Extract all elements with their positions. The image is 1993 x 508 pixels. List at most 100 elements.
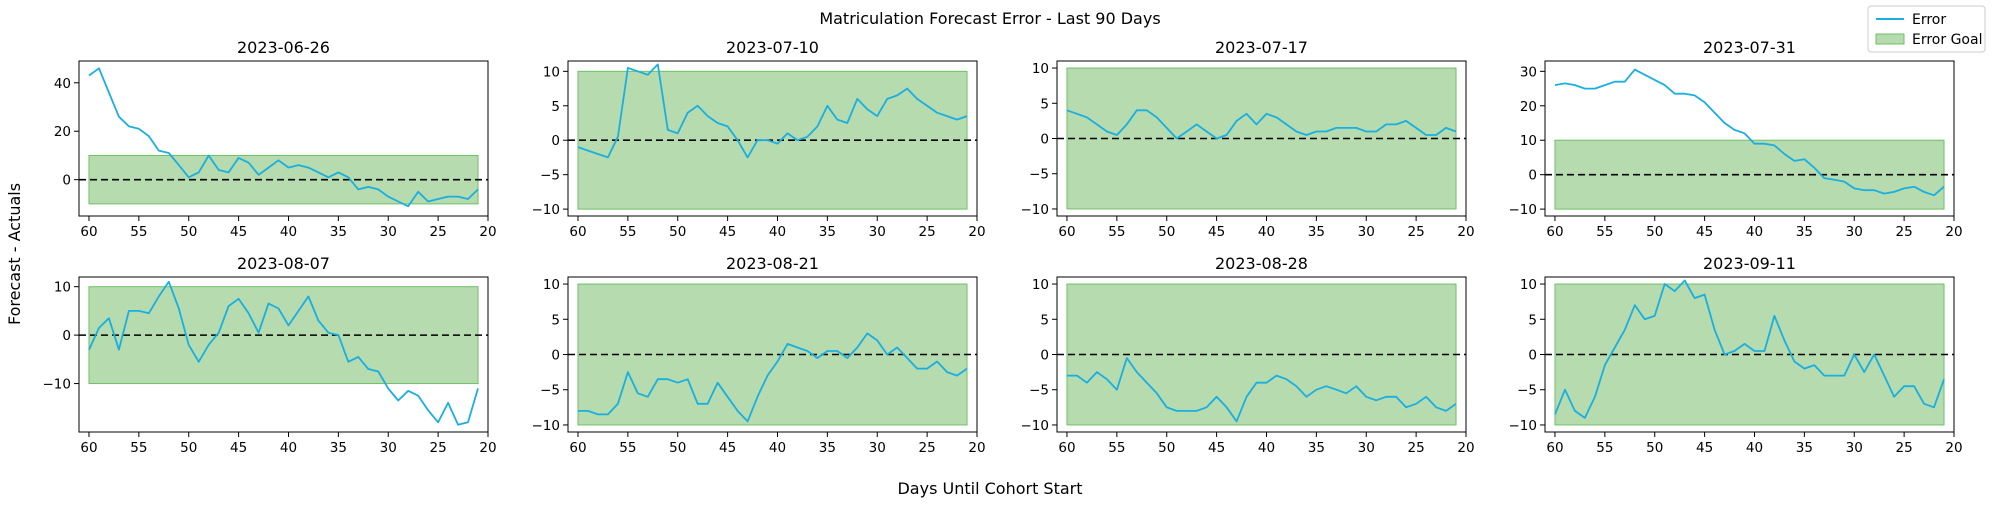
x-tick-label: 45 <box>719 440 736 456</box>
x-tick-label: 60 <box>1546 224 1563 240</box>
x-tick-label: 40 <box>769 440 786 456</box>
y-tick-label: −10 <box>532 418 561 434</box>
x-tick-label: 45 <box>1208 224 1225 240</box>
x-tick-label: 50 <box>1158 440 1175 456</box>
error-series-line <box>88 67 479 208</box>
x-tick-label: 55 <box>1596 224 1613 240</box>
x-tick-label: 35 <box>1796 440 1813 456</box>
plot-frame <box>1544 60 1955 217</box>
y-tick-label: 0 <box>1528 168 1537 184</box>
x-tick-label: 60 <box>569 224 586 240</box>
x-tick-label: 60 <box>80 224 97 240</box>
subplot-title: 2023-08-28 <box>1215 254 1308 273</box>
x-tick-label: 30 <box>1358 440 1375 456</box>
x-tick-label: 35 <box>330 224 347 240</box>
y-tick-label: 30 <box>1520 64 1537 80</box>
y-tick-label: −10 <box>43 377 72 393</box>
legend-goal-swatch <box>1875 33 1905 45</box>
x-tick-label: 25 <box>1896 224 1913 240</box>
y-tick-label: 10 <box>1520 277 1537 293</box>
y-tick-label: 10 <box>1032 61 1049 77</box>
x-tick-label: 25 <box>430 440 447 456</box>
x-tick-label: 25 <box>1408 224 1425 240</box>
error-series-line <box>1066 109 1457 140</box>
legend-goal-label: Error Goal <box>1912 32 1982 48</box>
x-tick-label: 35 <box>1796 224 1813 240</box>
x-tick-label: 60 <box>1546 440 1563 456</box>
x-tick-label: 20 <box>968 440 985 456</box>
y-tick-label: −10 <box>1509 418 1538 434</box>
y-tick-label: −10 <box>1021 202 1050 218</box>
x-tick-label: 30 <box>869 224 886 240</box>
legend-error-label: Error <box>1912 12 1946 28</box>
figure-title: Matriculation Forecast Error - Last 90 D… <box>819 9 1160 28</box>
x-tick-label: 50 <box>180 224 197 240</box>
subplot: 60 55 50 45 40 35 30 25 20 10 0 −10 2023-08-07 <box>43 254 497 456</box>
x-tick-label: 60 <box>80 440 97 456</box>
plot-frame <box>78 276 489 433</box>
x-tick-label: 20 <box>1457 224 1474 240</box>
x-tick-label: 55 <box>130 440 147 456</box>
subplot-title: 2023-07-31 <box>1703 38 1796 57</box>
subplot-title: 2023-09-11 <box>1703 254 1796 273</box>
x-tick-label: 45 <box>1208 440 1225 456</box>
x-tick-label: 20 <box>1457 440 1474 456</box>
y-tick-label: 5 <box>551 99 560 115</box>
x-tick-label: 25 <box>919 440 936 456</box>
error-series-line <box>577 63 968 159</box>
x-tick-label: 20 <box>479 224 496 240</box>
x-tick-label: 20 <box>968 224 985 240</box>
y-tick-label: 20 <box>54 124 71 140</box>
subplot-title: 2023-08-07 <box>237 254 330 273</box>
y-tick-label: 10 <box>1520 133 1537 149</box>
subplot-title: 2023-06-26 <box>237 38 330 57</box>
y-tick-label: 10 <box>543 64 560 80</box>
y-tick-label: 10 <box>543 277 560 293</box>
y-tick-label: −5 <box>1029 167 1049 183</box>
x-tick-label: 40 <box>769 224 786 240</box>
subplot-title: 2023-07-17 <box>1215 38 1308 57</box>
x-tick-label: 25 <box>1896 440 1913 456</box>
plot-frame <box>567 60 978 217</box>
x-tick-label: 55 <box>619 224 636 240</box>
x-tick-label: 30 <box>380 224 397 240</box>
y-tick-label: 20 <box>1520 99 1537 115</box>
y-tick-label: 5 <box>1528 312 1537 328</box>
x-tick-label: 40 <box>1746 224 1763 240</box>
subplot: 60 55 50 45 40 35 30 25 20 40 20 0 2023-06-26 <box>54 38 497 240</box>
x-tick-label: 25 <box>919 224 936 240</box>
y-tick-label: −5 <box>540 168 560 184</box>
x-tick-label: 60 <box>569 440 586 456</box>
y-tick-label: 0 <box>551 133 560 149</box>
subplot-title: 2023-08-21 <box>726 254 819 273</box>
x-tick-label: 60 <box>1058 224 1075 240</box>
y-tick-label: 0 <box>551 348 560 364</box>
x-tick-label: 40 <box>1258 224 1275 240</box>
x-tick-label: 55 <box>1108 440 1125 456</box>
x-tick-label: 30 <box>380 440 397 456</box>
x-tick-label: 30 <box>1846 224 1863 240</box>
y-tick-label: −5 <box>540 383 560 399</box>
y-tick-label: 0 <box>62 328 71 344</box>
subplot-title: 2023-07-10 <box>726 38 819 57</box>
error-series-line <box>1554 279 1945 419</box>
x-tick-label: 35 <box>819 224 836 240</box>
y-tick-label: 0 <box>1528 348 1537 364</box>
x-tick-label: 35 <box>1308 224 1325 240</box>
x-tick-label: 30 <box>1358 224 1375 240</box>
x-tick-label: 50 <box>180 440 197 456</box>
subplot: 60 55 50 45 40 35 30 25 20 30 20 10 0 −10 2023-07-31 <box>1509 38 1963 240</box>
figure-xlabel: Days Until Cohort Start <box>897 479 1082 498</box>
x-tick-label: 25 <box>1408 440 1425 456</box>
x-tick-label: 45 <box>1696 440 1713 456</box>
error-series-line <box>88 280 479 426</box>
x-tick-label: 40 <box>1258 440 1275 456</box>
x-tick-label: 35 <box>1308 440 1325 456</box>
y-tick-label: 5 <box>1040 312 1049 328</box>
